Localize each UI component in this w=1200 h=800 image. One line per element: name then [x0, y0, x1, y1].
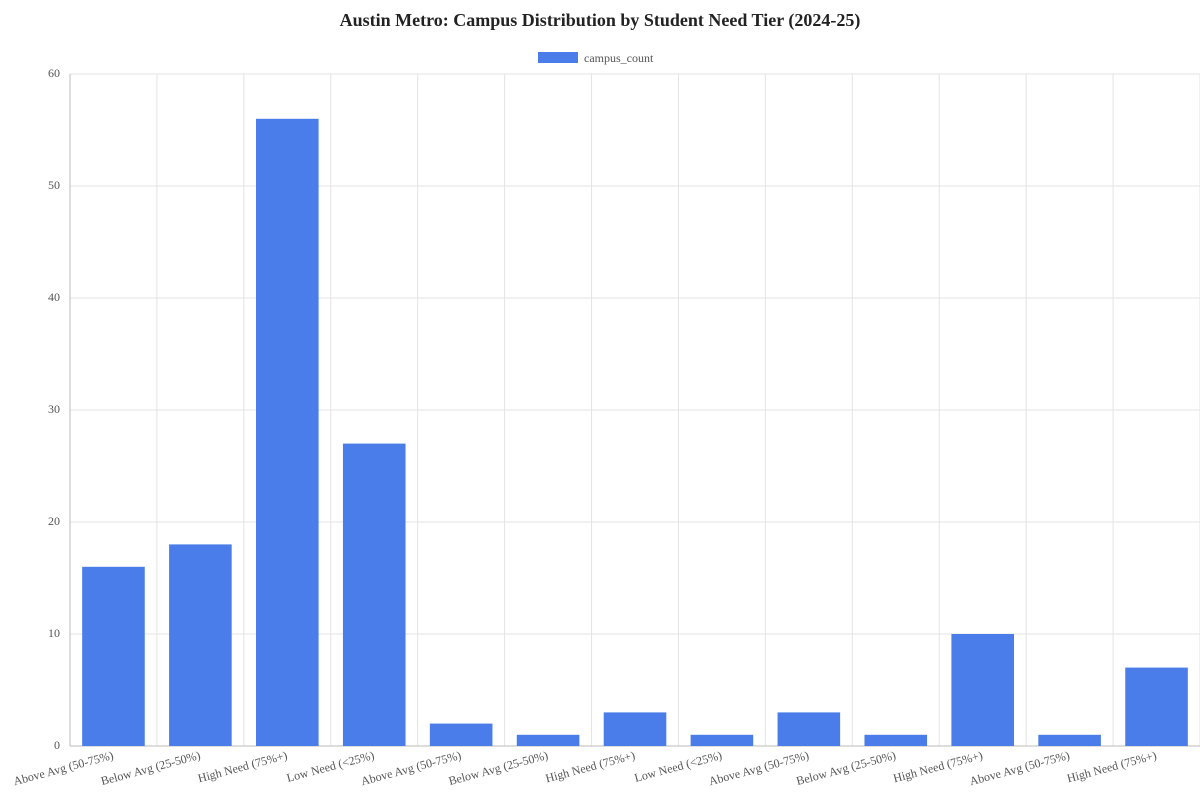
bar [603, 712, 667, 746]
y-tick-label: 60 [48, 66, 60, 80]
bar [951, 634, 1014, 746]
x-tick-label: High Need (75%+) [196, 748, 289, 785]
bar [256, 118, 319, 747]
x-tick-label: Above Avg (50-75%) [968, 748, 1071, 788]
chart-title: Austin Metro: Campus Distribution by Stu… [340, 10, 861, 31]
bar [82, 566, 145, 746]
bar [169, 544, 232, 746]
x-tick-label: Below Avg (25-50%) [447, 748, 550, 788]
y-tick-label: 10 [48, 626, 60, 640]
x-tick-label: Below Avg (25-50%) [795, 748, 898, 788]
y-tick-label: 30 [48, 402, 60, 416]
bar [342, 443, 406, 746]
bar [1038, 734, 1101, 746]
bar [516, 734, 580, 746]
x-tick-label: Above Avg (50-75%) [12, 748, 115, 788]
x-tick-label: Above Avg (50-75%) [359, 748, 462, 788]
y-tick-label: 0 [54, 738, 60, 752]
x-tick-label: Above Avg (50-75%) [707, 748, 810, 788]
bar [429, 723, 493, 746]
legend-swatch [538, 52, 578, 63]
bar [1125, 667, 1188, 746]
x-tick-label: High Need (75%+) [1065, 748, 1158, 785]
legend-label: campus_count [584, 51, 654, 65]
x-tick-label: High Need (75%+) [544, 748, 637, 785]
y-tick-label: 40 [48, 290, 60, 304]
x-tick-label: Below Avg (25-50%) [99, 748, 202, 788]
bar [777, 712, 841, 746]
bar [864, 734, 928, 746]
bar [690, 734, 754, 746]
y-tick-label: 20 [48, 514, 60, 528]
y-tick-label: 50 [48, 178, 60, 192]
